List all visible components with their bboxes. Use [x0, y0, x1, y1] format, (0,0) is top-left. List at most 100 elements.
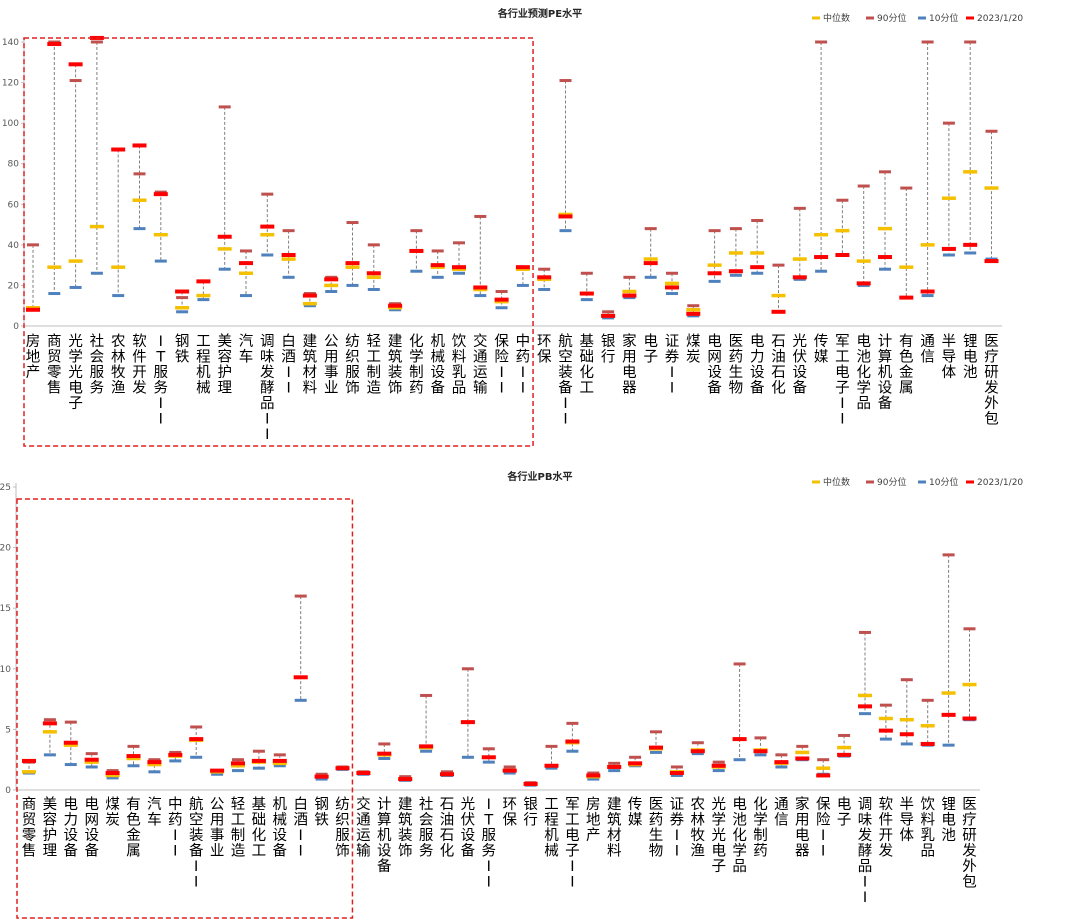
category-label: 银行	[601, 333, 616, 366]
category-label: 中药 I I	[168, 796, 183, 860]
category-label: 软件开发	[132, 333, 147, 397]
category-label: 计算机设备	[878, 333, 893, 412]
category-label: 电子	[837, 796, 852, 829]
category-label: 保险 I I	[816, 796, 831, 860]
highlight-box	[16, 498, 354, 919]
category-label: 美容护理	[43, 796, 58, 860]
category-label: 电力设备	[750, 333, 765, 397]
category-label: 有色金属	[899, 333, 914, 397]
category-label: 机械设备	[430, 333, 445, 397]
category-label: 医疗研发外包	[962, 797, 977, 891]
category-label: 光伏设备	[793, 333, 808, 397]
category-label: 交通运输	[473, 332, 488, 397]
category-label: I T 服务 I I	[154, 334, 169, 428]
category-label: 军工电子 I I	[565, 797, 580, 891]
pb-chart: 各行业PB水平 中位数 90分位 10分位 2023/1/20 0 5 10 15 20 25 商贸零…	[0, 470, 1023, 919]
category-label: 证券 I I	[665, 333, 680, 397]
chart-title: 各行业预测PE水平	[497, 7, 582, 20]
category-label: 建筑材料	[607, 796, 622, 860]
category-label: 基础化工	[252, 796, 267, 860]
category-label: I T 服务 I I	[482, 797, 497, 891]
legend-item: 10分位	[918, 12, 958, 24]
category-label: 调味发酵品 I I	[858, 796, 873, 906]
category-label: 银行	[523, 796, 538, 829]
category-label: 电子	[643, 333, 658, 366]
category-label: 工程机械	[544, 797, 559, 860]
legend-item: 2023/1/20	[966, 14, 1023, 24]
category-label: 房地产	[586, 796, 601, 844]
category-label: 社会服务	[90, 333, 105, 397]
category-label: 农林牧渔	[691, 796, 706, 860]
category-label: 钢铁	[314, 796, 329, 829]
y-tick-label: 5	[5, 725, 11, 735]
category-label: 环保	[537, 334, 552, 366]
category-label: 电池化学品	[732, 796, 747, 875]
legend-label: 90分位	[877, 476, 906, 488]
pe-chart: 各行业预测PE水平 中位数 90分位 10分位 2023/1/20 0 20 40 60 80 10…	[2, 7, 1023, 447]
category-label: 石油石化	[771, 334, 786, 397]
category-label: 调味发酵品 I I	[260, 333, 275, 443]
legend-item: 中位数	[812, 476, 850, 488]
legend-label: 10分位	[929, 476, 958, 488]
category-label: 医药生物	[729, 334, 744, 397]
category-label: 航空装备 I I	[189, 796, 204, 891]
category-label: 有色金属	[126, 796, 141, 860]
category-label: 化学制药	[753, 796, 768, 860]
y-tick-label: 25	[0, 483, 11, 493]
category-label: 工程机械	[196, 334, 211, 397]
category-label: 社会服务	[419, 796, 434, 860]
category-label: 轻工制造	[367, 333, 382, 397]
category-label: 光学光电子	[68, 333, 83, 412]
category-label: 电网设备	[84, 796, 99, 860]
category-label: 纺织服饰	[345, 333, 360, 397]
category-label: 证券 I I	[670, 796, 685, 860]
category-label: 汽车	[239, 333, 254, 366]
category-label: 机械设备	[273, 796, 288, 860]
category-label: 电力设备	[64, 796, 79, 860]
category-label: 军工电子 I I	[835, 334, 850, 428]
y-tick-label: 60	[8, 200, 20, 210]
category-label: 航空装备 I I	[558, 333, 573, 428]
category-label: 计算机设备	[377, 796, 392, 875]
legend-label: 2023/1/20	[977, 478, 1023, 488]
category-label: 基础化工	[580, 333, 595, 397]
category-label: 光伏设备	[461, 796, 476, 860]
chart-title: 各行业PB水平	[507, 470, 573, 483]
category-label: 煤炭	[686, 333, 701, 366]
category-label: 商贸零售	[22, 796, 37, 860]
category-label: 商贸零售	[47, 333, 62, 397]
category-label: 家用电器	[795, 796, 810, 860]
category-label: 农林牧渔	[111, 333, 126, 397]
category-label: 家用电器	[622, 333, 637, 397]
category-label: 传媒	[628, 796, 643, 829]
y-tick-label: 120	[2, 79, 19, 89]
category-label: 传媒	[814, 333, 829, 366]
category-label: 锂电池	[963, 333, 978, 381]
y-tick-label: 40	[8, 241, 20, 251]
category-label: 中药 I I	[516, 333, 531, 397]
y-tick-label: 10	[0, 665, 11, 675]
category-label: 通信	[774, 796, 789, 829]
category-label: 建筑装饰	[388, 333, 403, 397]
y-tick-label: 15	[0, 604, 11, 614]
category-label: 公用事业	[324, 334, 339, 397]
y-tick-label: 100	[2, 119, 19, 129]
category-label: 饮料乳品	[452, 333, 467, 397]
category-label: 半导体	[942, 333, 957, 381]
category-label: 化学制药	[409, 333, 424, 397]
category-label: 光学光电子	[711, 796, 726, 875]
category-label: 汽车	[147, 796, 162, 829]
y-tick-label: 20	[8, 281, 20, 291]
category-label: 轻工制造	[231, 796, 246, 860]
category-label: 建筑材料	[303, 333, 318, 397]
category-label: 房地产	[26, 333, 41, 381]
category-label: 煤炭	[105, 796, 120, 829]
category-label: 石油石化	[440, 797, 455, 860]
category-label: 医药生物	[649, 797, 664, 860]
legend-item: 10分位	[918, 476, 958, 488]
category-label: 建筑装饰	[398, 796, 413, 860]
category-label: 白酒 I I	[293, 796, 308, 860]
category-label: 通信	[920, 333, 935, 366]
category-label: 电池化学品	[856, 333, 871, 412]
